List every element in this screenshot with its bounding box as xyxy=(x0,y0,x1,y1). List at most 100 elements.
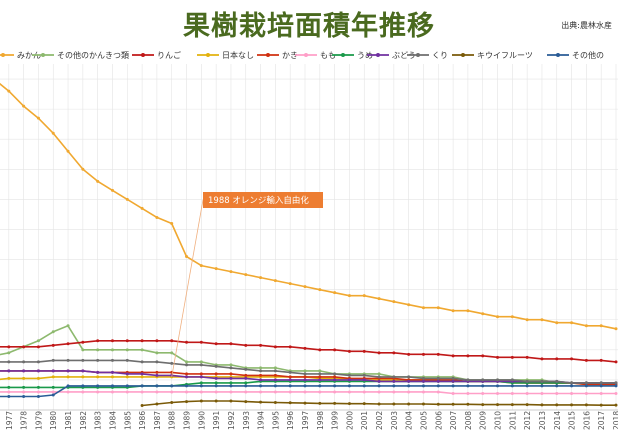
data-point xyxy=(377,375,381,379)
data-point xyxy=(7,376,11,380)
data-point xyxy=(318,288,322,292)
data-point xyxy=(125,358,129,362)
data-point xyxy=(81,390,85,394)
data-point xyxy=(333,375,337,379)
data-point xyxy=(303,384,307,388)
data-point xyxy=(140,372,144,376)
data-point xyxy=(570,321,574,325)
x-tick-label: 2010 xyxy=(494,411,503,430)
data-point xyxy=(496,391,500,395)
x-tick-label: 2007 xyxy=(449,411,458,430)
legend-swatch-marker xyxy=(341,53,345,57)
data-point xyxy=(570,357,574,361)
data-point xyxy=(140,403,144,407)
legend-item: うめ xyxy=(332,51,373,60)
data-point xyxy=(96,370,100,374)
legend-label: うめ xyxy=(357,51,373,60)
data-point xyxy=(199,360,203,364)
data-point xyxy=(155,351,159,355)
x-tick-label: 1994 xyxy=(257,411,266,430)
data-point xyxy=(36,376,40,380)
x-tick-label: 1997 xyxy=(301,411,310,430)
legend-item: かき xyxy=(257,51,298,60)
data-point xyxy=(481,378,485,382)
data-point xyxy=(36,369,40,373)
data-point xyxy=(318,375,322,379)
data-point xyxy=(185,400,189,404)
data-point xyxy=(407,375,411,379)
data-point xyxy=(525,403,529,407)
x-tick-label: 1980 xyxy=(49,411,58,430)
data-point xyxy=(125,339,129,343)
data-point xyxy=(185,360,189,364)
data-point xyxy=(22,345,26,349)
data-point xyxy=(22,360,26,364)
legend-label: くり xyxy=(432,51,448,60)
x-tick-label: 1986 xyxy=(138,411,147,430)
data-point xyxy=(155,339,159,343)
x-tick-label: 1987 xyxy=(153,411,162,430)
data-point xyxy=(570,384,574,388)
data-point xyxy=(199,381,203,385)
data-point xyxy=(36,394,40,398)
data-point xyxy=(421,376,425,380)
legend: みかん その他のかんきつ類 りんご 日本なし かき もも うめ ぶどう くり キウイフルーツ その他… xyxy=(0,50,604,60)
data-point xyxy=(51,375,55,379)
data-point xyxy=(614,360,618,364)
data-point xyxy=(510,378,514,382)
data-point xyxy=(7,89,11,93)
data-point xyxy=(185,372,189,376)
data-point xyxy=(525,355,529,359)
data-point xyxy=(510,391,514,395)
data-point xyxy=(584,324,588,328)
data-point xyxy=(451,402,455,406)
data-point xyxy=(451,379,455,383)
data-point xyxy=(347,378,351,382)
data-point xyxy=(407,384,411,388)
data-point xyxy=(362,349,366,353)
data-point xyxy=(318,369,322,373)
data-point xyxy=(66,358,70,362)
data-point xyxy=(110,375,114,379)
data-point xyxy=(229,366,233,370)
data-point xyxy=(36,345,40,349)
data-point xyxy=(540,357,544,361)
data-point xyxy=(599,403,603,407)
legend-item: くり xyxy=(407,51,448,60)
data-point xyxy=(392,402,396,406)
data-point xyxy=(170,400,174,404)
data-point xyxy=(318,384,322,388)
data-point xyxy=(110,390,114,394)
data-point xyxy=(214,342,218,346)
data-point xyxy=(273,390,277,394)
data-point xyxy=(599,391,603,395)
x-tick-label: 1998 xyxy=(316,411,325,430)
data-point xyxy=(584,391,588,395)
data-point xyxy=(377,402,381,406)
data-point xyxy=(96,384,100,388)
data-point xyxy=(185,340,189,344)
data-point xyxy=(170,390,174,394)
data-point xyxy=(362,373,366,377)
data-point xyxy=(288,378,292,382)
legend-item: ぶどう xyxy=(367,51,416,60)
series-9 xyxy=(140,399,618,407)
data-point xyxy=(199,390,203,394)
source-note: 出典:農林水産 xyxy=(561,21,612,30)
legend-swatch-marker xyxy=(461,53,465,57)
data-point xyxy=(259,400,263,404)
data-point xyxy=(436,390,440,394)
data-point xyxy=(259,378,263,382)
data-point xyxy=(570,381,574,385)
legend-swatch-marker xyxy=(556,53,560,57)
data-point xyxy=(333,348,337,352)
data-point xyxy=(140,339,144,343)
legend-item: りんご xyxy=(132,50,181,60)
data-point xyxy=(273,378,277,382)
legend-swatch-marker xyxy=(304,53,308,57)
data-point xyxy=(244,384,248,388)
data-point xyxy=(214,376,218,380)
data-point xyxy=(110,384,114,388)
data-point xyxy=(140,206,144,210)
x-tick-label: 1990 xyxy=(197,411,206,430)
